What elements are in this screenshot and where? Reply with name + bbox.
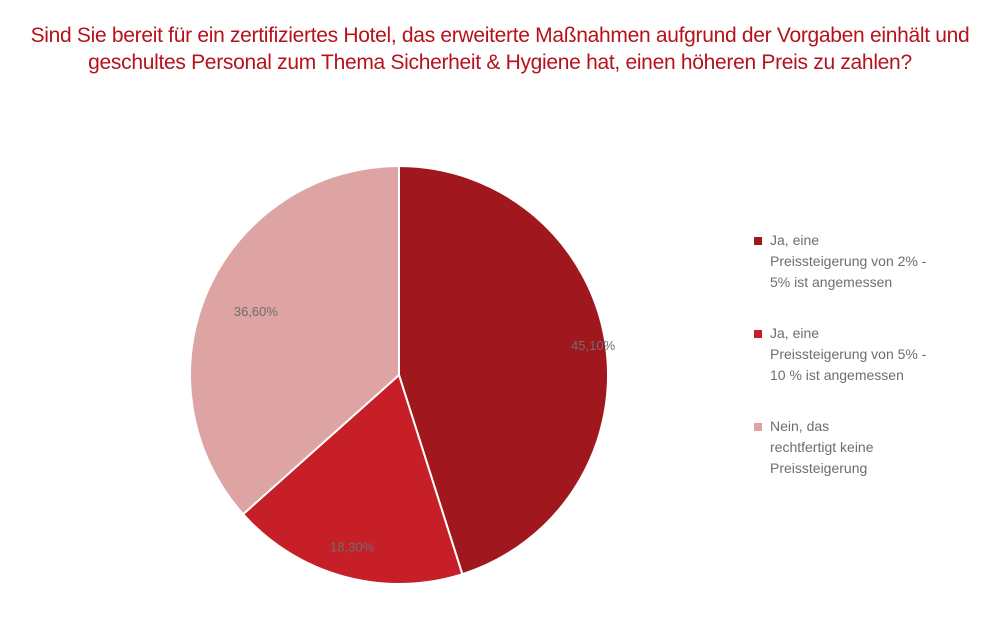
legend-label-nein: Nein, das rechtfertigt keine Preissteige… — [770, 418, 874, 476]
legend-item-ja-5-10: Ja, eine Preissteigerung von 5% - 10 % i… — [752, 323, 982, 386]
chart-title-line-2: geschultes Personal zum Thema Sicherheit… — [88, 51, 912, 74]
pie-slice-nein — [189, 165, 400, 516]
data-label-ja-5-10: 18,30% — [330, 539, 375, 554]
chart-legend: Ja, eine Preissteigerung von 2% - 5% ist… — [752, 230, 982, 509]
legend-item-ja-2-5: Ja, eine Preissteigerung von 2% - 5% ist… — [752, 230, 982, 293]
pie-slice-ja-2-5 — [398, 165, 609, 576]
chart-title-line-1: Sind Sie bereit für ein zertifiziertes H… — [30, 24, 970, 47]
legend-item-nein: Nein, das rechtfertigt keine Preissteige… — [752, 416, 982, 479]
legend-swatch-nein — [754, 423, 762, 431]
legend-swatch-ja-2-5 — [754, 237, 762, 245]
data-label-ja-2-5: 45,10% — [571, 338, 616, 353]
legend-label-ja-2-5: Ja, eine Preissteigerung von 2% - 5% ist… — [770, 232, 927, 290]
chart-title: Sind Sie bereit für ein zertifiziertes H… — [20, 22, 980, 76]
data-label-nein: 36,60% — [234, 304, 279, 319]
legend-label-ja-5-10: Ja, eine Preissteigerung von 5% - 10 % i… — [770, 325, 927, 383]
pie-slice-ja-5-10 — [242, 374, 464, 585]
legend-swatch-ja-5-10 — [754, 330, 762, 338]
